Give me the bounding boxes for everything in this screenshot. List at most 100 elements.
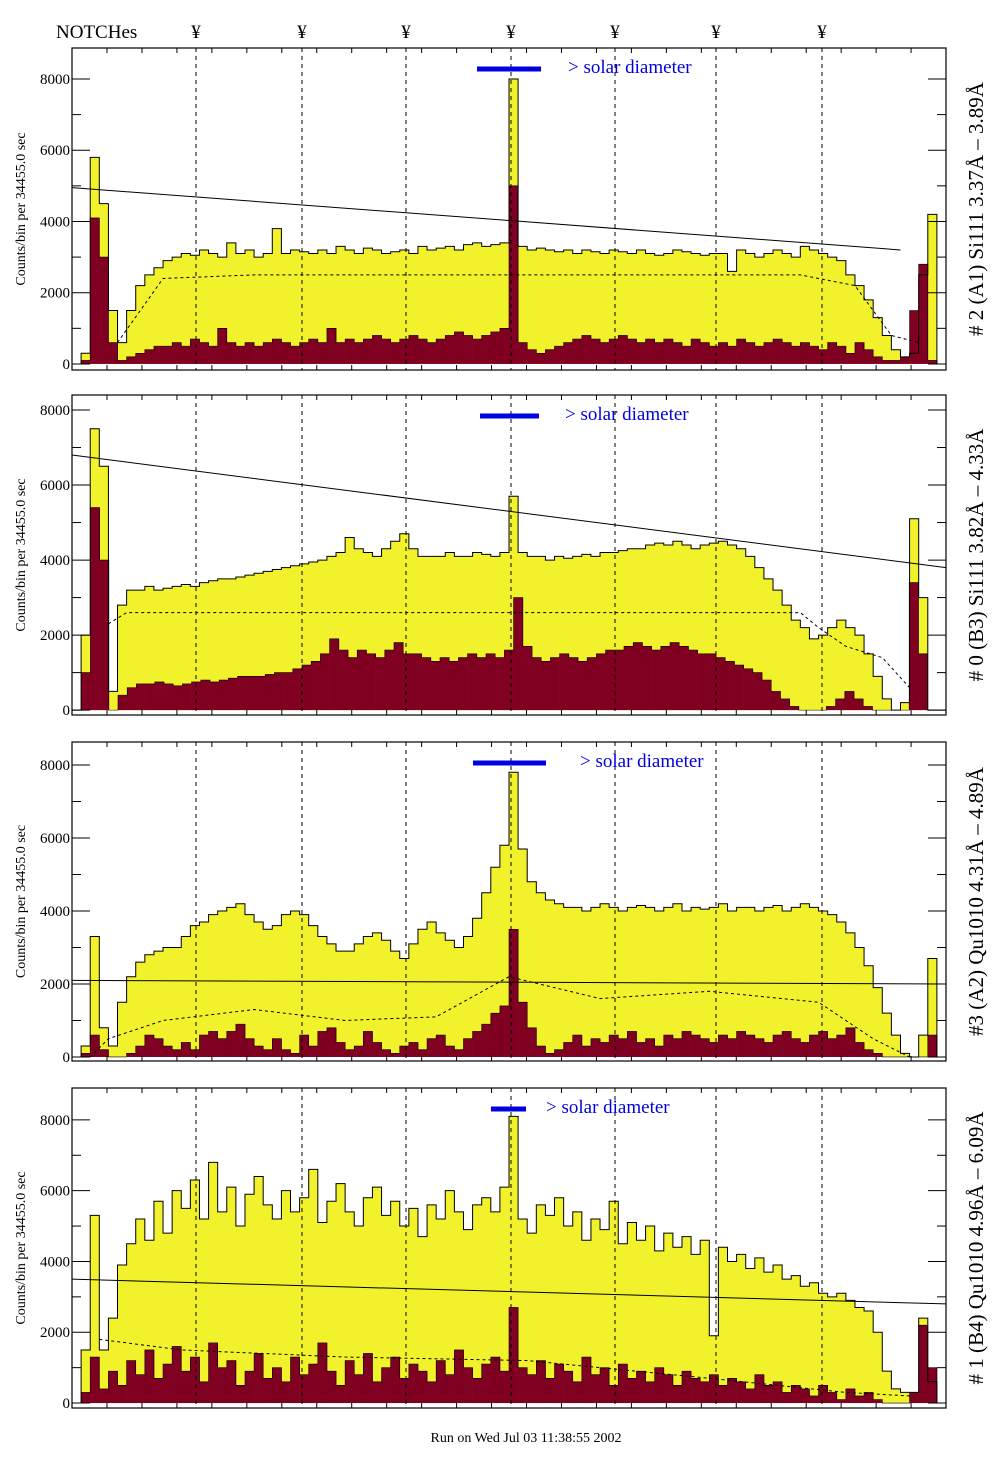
bar-selected bbox=[545, 1053, 555, 1057]
bar-selected bbox=[117, 360, 127, 364]
bar-total bbox=[153, 267, 164, 364]
bar-total bbox=[217, 1211, 228, 1404]
total-outline bbox=[72, 428, 946, 711]
bar-selected bbox=[181, 1042, 191, 1057]
bar-selected bbox=[463, 335, 473, 364]
bar-total bbox=[381, 1215, 391, 1404]
bar-selected bbox=[736, 1381, 747, 1404]
bar-selected bbox=[654, 1046, 665, 1057]
bar-selected bbox=[600, 1367, 610, 1404]
bar-total bbox=[317, 1222, 328, 1404]
dashed-curve bbox=[117, 274, 919, 344]
y-tick-label: 2000 bbox=[40, 628, 70, 644]
plot-frame bbox=[71, 394, 947, 716]
bar-total bbox=[172, 586, 182, 711]
y-tick-label: 0 bbox=[63, 357, 71, 373]
bar-total bbox=[636, 249, 646, 364]
bar-total bbox=[891, 1035, 901, 1057]
bar-total bbox=[454, 249, 464, 364]
bar-total bbox=[363, 1197, 373, 1404]
panel-4: 0 2000 4000 6000 8000 Counts/bin per 34455.0 … bbox=[14, 1087, 988, 1412]
bar-total bbox=[336, 1183, 346, 1404]
bar-total bbox=[545, 1215, 555, 1404]
bar-selected bbox=[153, 1038, 164, 1057]
bar-total bbox=[263, 253, 273, 364]
bar-selected bbox=[366, 653, 376, 711]
bar-total bbox=[381, 940, 391, 1057]
bar-selected bbox=[127, 687, 137, 711]
bar-total bbox=[190, 255, 200, 364]
bar-selected bbox=[900, 356, 910, 364]
bar-total bbox=[854, 635, 865, 711]
bar-total bbox=[235, 576, 246, 711]
run-timestamp: Run on Wed Jul 03 11:38:55 2002 bbox=[431, 1431, 622, 1446]
bar-total bbox=[181, 1208, 191, 1404]
bar-selected bbox=[800, 1042, 810, 1057]
bar-total bbox=[700, 545, 710, 711]
bar-total bbox=[336, 552, 346, 711]
fit-line bbox=[71, 1278, 947, 1305]
bar-selected bbox=[672, 1038, 683, 1057]
bar-total bbox=[681, 251, 692, 364]
bar-total bbox=[390, 951, 401, 1057]
bar-selected bbox=[217, 328, 228, 364]
bar-selected bbox=[691, 339, 701, 364]
bar-selected bbox=[381, 1367, 391, 1404]
bar-total bbox=[336, 951, 346, 1057]
bar-total bbox=[763, 253, 774, 364]
bar-selected bbox=[536, 1046, 546, 1057]
bar-total bbox=[836, 1293, 847, 1404]
bar-total bbox=[691, 253, 701, 364]
bar-selected bbox=[290, 1053, 300, 1057]
bar-selected bbox=[486, 653, 496, 711]
bar-total bbox=[672, 903, 683, 1057]
bar-total bbox=[345, 537, 355, 711]
bar-selected bbox=[864, 1392, 874, 1404]
bar-total bbox=[736, 1254, 747, 1404]
bar-selected bbox=[390, 1053, 401, 1057]
bar-selected bbox=[927, 1035, 938, 1057]
bar-total bbox=[472, 242, 482, 364]
bar-selected bbox=[763, 1385, 774, 1404]
bar-selected bbox=[317, 1342, 328, 1404]
bar-total bbox=[782, 1279, 792, 1404]
bar-selected bbox=[718, 1035, 728, 1057]
bar-total bbox=[545, 249, 555, 364]
bar-total bbox=[299, 1197, 310, 1404]
bar-selected bbox=[600, 342, 610, 364]
bar-selected bbox=[329, 638, 340, 711]
bar-selected bbox=[228, 678, 238, 711]
bar-selected bbox=[199, 1035, 209, 1057]
bar-total bbox=[208, 914, 218, 1057]
bar-total bbox=[590, 1218, 601, 1404]
bar-selected bbox=[117, 1385, 127, 1404]
bar-selected bbox=[752, 672, 763, 711]
bar-selected bbox=[854, 1042, 865, 1057]
bar-selected bbox=[81, 1053, 91, 1057]
bar-selected bbox=[918, 653, 928, 711]
bar-total bbox=[709, 907, 719, 1057]
bar-selected bbox=[763, 1042, 774, 1057]
bar-total bbox=[317, 936, 328, 1057]
bar-total bbox=[135, 1218, 146, 1404]
bar-selected bbox=[99, 1049, 109, 1057]
bar-total bbox=[117, 1002, 127, 1057]
bar-total bbox=[536, 556, 546, 711]
bar-total bbox=[800, 246, 810, 364]
bar-selected bbox=[445, 335, 455, 364]
notch-marker: ¥ bbox=[817, 22, 827, 43]
bar-total bbox=[126, 310, 137, 364]
bar-selected bbox=[199, 1381, 209, 1404]
bar-total bbox=[818, 635, 828, 711]
bar-total bbox=[754, 257, 765, 364]
bar-total bbox=[181, 253, 191, 364]
y-tick-label: 4000 bbox=[40, 1254, 70, 1270]
bar-selected bbox=[81, 672, 91, 711]
bar-total bbox=[745, 253, 756, 364]
bar-selected bbox=[281, 1049, 291, 1057]
bar-selected bbox=[624, 646, 634, 711]
bar-selected bbox=[818, 1031, 828, 1057]
bar-total bbox=[518, 848, 528, 1057]
bar-selected bbox=[172, 342, 182, 364]
bar-selected bbox=[681, 346, 692, 364]
